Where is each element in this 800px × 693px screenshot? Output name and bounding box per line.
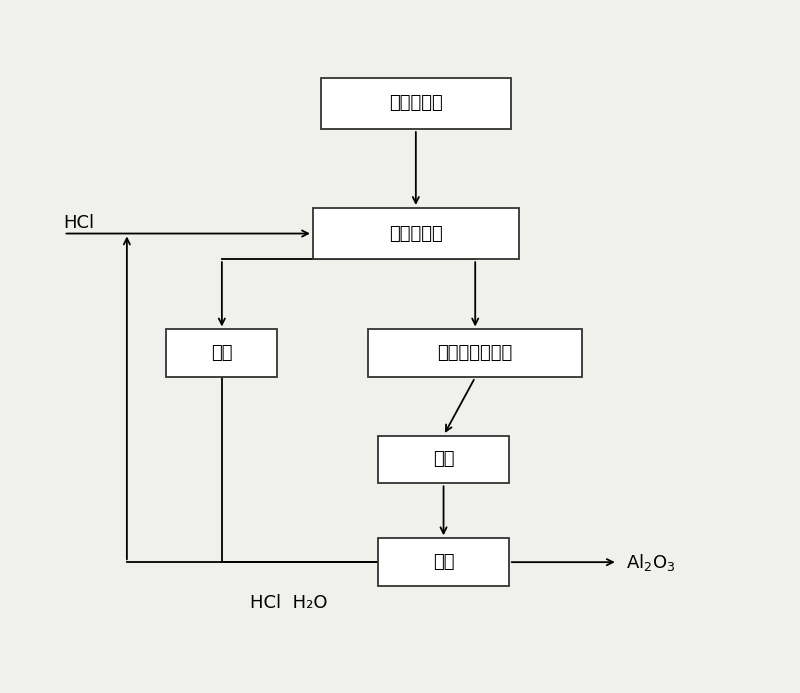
FancyBboxPatch shape — [378, 538, 509, 586]
Text: 溶液: 溶液 — [211, 344, 233, 362]
FancyBboxPatch shape — [368, 329, 582, 377]
FancyBboxPatch shape — [166, 329, 278, 377]
FancyBboxPatch shape — [313, 208, 518, 259]
Text: 氯化铝结晶: 氯化铝结晶 — [389, 225, 442, 243]
Text: 洗涤: 洗涤 — [433, 450, 454, 468]
Text: HCl  H₂O: HCl H₂O — [250, 595, 328, 612]
Text: 硫酸铝溶液: 硫酸铝溶液 — [389, 94, 442, 112]
Text: HCl: HCl — [63, 214, 94, 232]
Text: 焙烧: 焙烧 — [433, 553, 454, 571]
Text: 六水氯化铝晶体: 六水氯化铝晶体 — [438, 344, 513, 362]
FancyBboxPatch shape — [378, 435, 509, 484]
Text: Al$_2$O$_3$: Al$_2$O$_3$ — [626, 552, 675, 572]
FancyBboxPatch shape — [321, 78, 511, 129]
